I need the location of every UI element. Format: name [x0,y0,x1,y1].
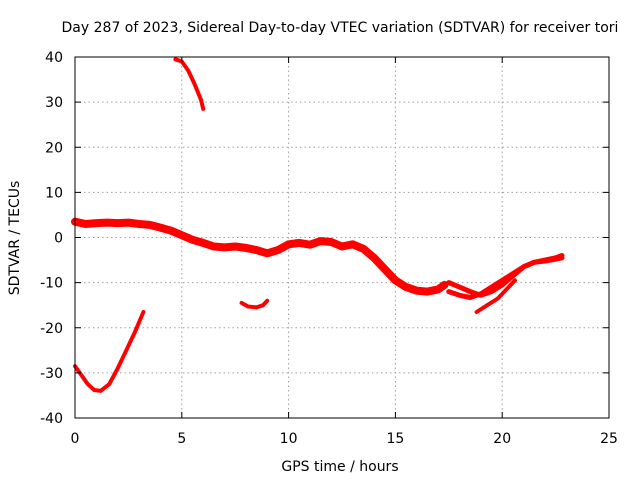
y-tick-label: 40 [45,50,63,66]
x-axis-label: GPS time / hours [281,459,398,475]
y-tick-label: 30 [45,95,63,111]
x-tick-label: 10 [280,431,298,447]
y-tick-label: 0 [54,231,63,247]
series-early-upper [173,57,206,111]
chart-title: Day 287 of 2023, Sidereal Day-to-day VTE… [62,20,619,36]
series-late-descending [474,278,517,314]
axes: 0 5 10 15 20 25 -40 -30 -20 -10 0 10 20 30 40 [40,50,618,447]
x-tick-label: 0 [71,431,80,447]
series-main-band [71,217,449,296]
series-early-dip [73,310,146,393]
data-series [71,57,565,393]
grid-lines [75,57,609,418]
y-tick-label: -40 [40,411,63,427]
x-tick-label: 5 [177,431,186,447]
x-tick-label: 15 [386,431,404,447]
y-tick-label: 20 [45,140,63,156]
series-late-segment-b [446,255,565,300]
y-tick-label: 10 [45,185,63,201]
y-tick-label: -20 [40,321,63,337]
x-tick-label: 25 [600,431,618,447]
y-tick-label: -30 [40,366,63,382]
y-tick-label: -10 [40,276,63,292]
series-small-arc [239,298,270,310]
x-tick-label: 20 [493,431,511,447]
y-axis-label: SDTVAR / TECUs [7,181,23,296]
